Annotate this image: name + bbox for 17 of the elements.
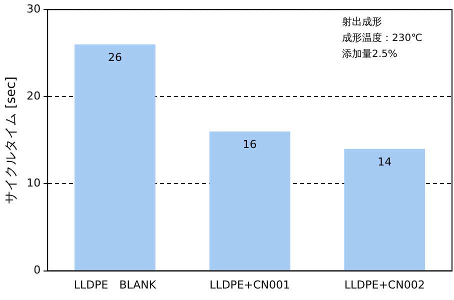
data-label: 14 (378, 155, 392, 168)
y-tick-label: 0 (34, 264, 41, 277)
bar (74, 44, 156, 270)
y-tick-label: 30 (26, 2, 41, 16)
data-label: 26 (108, 50, 122, 64)
y-axis-title: サイクルタイム [sec] (4, 76, 20, 204)
x-tick-label: LLDPE BLANK (74, 278, 157, 292)
x-tick-label: LLDPE+CN001 (210, 278, 290, 292)
y-tick-label: 20 (26, 90, 41, 103)
annotation: 射出成形 (342, 16, 382, 28)
annotation: 成形温度：230℃ (342, 32, 422, 44)
data-label: 16 (242, 138, 257, 151)
x-tick-label: LLDPE+CN002 (344, 278, 425, 292)
bar (344, 148, 426, 270)
annotation: 添加量2.5% (342, 48, 398, 60)
bar (209, 131, 290, 270)
y-tick-label: 10 (26, 176, 41, 190)
